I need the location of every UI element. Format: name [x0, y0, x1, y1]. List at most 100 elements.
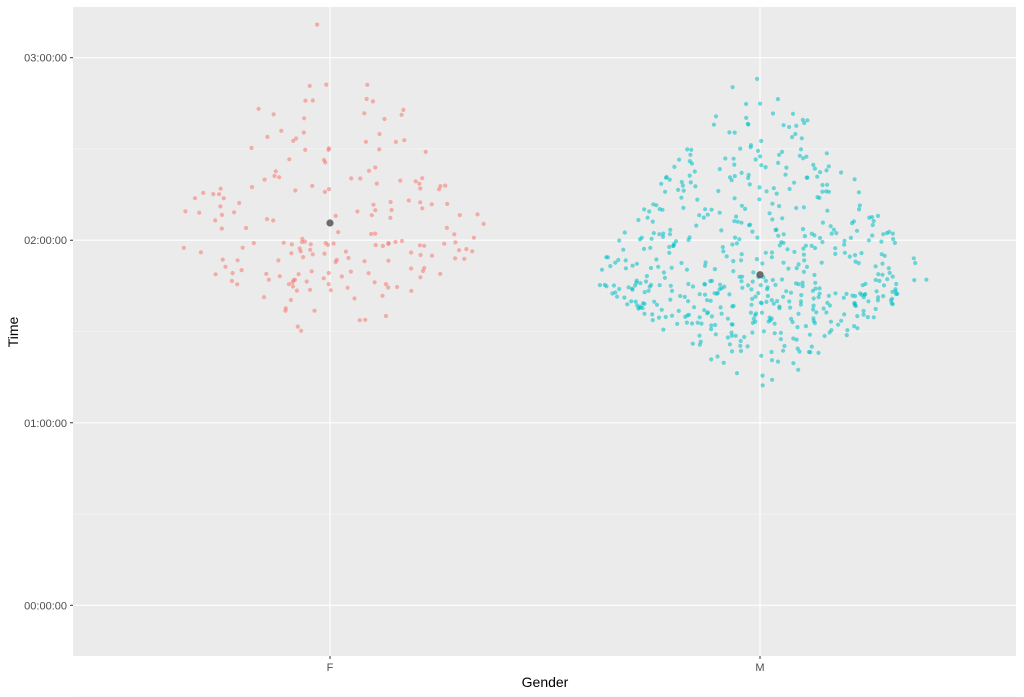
data-point-m — [770, 111, 776, 116]
data-point-m — [684, 320, 690, 325]
data-point-m — [776, 233, 781, 238]
data-point-f — [292, 277, 298, 282]
data-point-f — [445, 201, 450, 206]
data-point-f — [442, 241, 447, 246]
data-point-m — [811, 319, 816, 324]
data-point-m — [654, 302, 660, 307]
data-point-m — [764, 189, 769, 194]
data-point-m — [786, 266, 791, 271]
data-point-m — [812, 166, 818, 171]
data-point-m — [712, 291, 717, 296]
data-point-m — [813, 280, 818, 285]
y-axis-title: Time — [5, 316, 21, 347]
data-point-m — [680, 183, 686, 188]
data-point-f — [406, 198, 411, 203]
data-point-m — [777, 243, 782, 248]
data-point-f — [383, 313, 389, 319]
data-point-f — [333, 259, 338, 265]
data-point-m — [648, 265, 654, 271]
data-point-m — [681, 205, 686, 210]
data-point-m — [855, 326, 860, 331]
data-point-m — [729, 333, 735, 338]
data-point-m — [732, 235, 738, 240]
data-point-f — [343, 249, 348, 254]
data-point-f — [471, 235, 476, 240]
data-point-f — [264, 271, 269, 276]
data-point-f — [380, 243, 385, 249]
data-point-m — [819, 260, 824, 265]
data-point-f — [363, 139, 368, 144]
data-point-f — [346, 255, 351, 261]
data-point-f — [395, 284, 400, 290]
data-point-m — [780, 216, 785, 221]
data-point-m — [647, 209, 652, 214]
data-point-f — [237, 200, 242, 206]
data-point-m — [690, 284, 696, 289]
data-point-m — [874, 289, 879, 294]
data-point-f — [409, 266, 414, 271]
data-point-m — [760, 261, 765, 266]
data-point-m — [845, 328, 850, 333]
data-point-m — [657, 283, 662, 288]
data-point-m — [825, 300, 830, 305]
data-point-m — [688, 180, 693, 185]
data-point-m — [841, 295, 846, 300]
data-point-f — [251, 241, 256, 246]
data-point-f — [229, 278, 234, 284]
data-point-m — [746, 283, 751, 288]
data-point-m — [731, 259, 736, 264]
data-point-f — [364, 96, 369, 102]
data-point-m — [794, 337, 799, 342]
data-point-m — [738, 343, 743, 348]
data-point-m — [772, 331, 777, 336]
data-point-m — [861, 312, 866, 317]
data-point-m — [650, 219, 655, 224]
data-point-m — [767, 211, 772, 216]
data-point-f — [436, 187, 442, 192]
data-point-m — [822, 333, 827, 339]
data-point-m — [758, 154, 763, 159]
data-point-m — [755, 76, 760, 81]
data-point-m — [657, 232, 662, 237]
data-point-m — [801, 156, 806, 161]
data-point-m — [757, 185, 762, 190]
data-point-m — [787, 124, 792, 130]
data-point-m — [742, 334, 747, 340]
data-point-m — [769, 349, 774, 355]
data-point-m — [685, 313, 690, 318]
data-point-f — [279, 128, 284, 133]
data-point-m — [675, 321, 680, 326]
data-point-f — [289, 251, 294, 256]
data-point-m — [662, 275, 668, 280]
data-point-f — [301, 255, 306, 260]
data-point-m — [730, 85, 735, 90]
data-point-f — [296, 272, 301, 277]
data-point-m — [854, 228, 860, 233]
data-point-m — [677, 157, 682, 162]
data-point-m — [800, 117, 805, 122]
data-point-m — [892, 240, 898, 245]
data-point-m — [755, 235, 760, 240]
data-point-m — [828, 319, 834, 324]
data-point-m — [811, 307, 816, 312]
data-point-m — [685, 147, 690, 152]
data-point-m — [842, 238, 847, 243]
data-point-m — [717, 287, 722, 292]
data-point-f — [326, 187, 332, 192]
data-point-m — [856, 190, 862, 195]
data-point-m — [648, 245, 653, 250]
data-point-m — [641, 246, 647, 251]
data-point-m — [637, 305, 642, 310]
data-point-m — [732, 196, 737, 201]
data-point-f — [219, 212, 225, 217]
data-point-m — [791, 361, 796, 366]
data-point-m — [866, 238, 872, 243]
data-point-m — [735, 219, 740, 224]
data-point-m — [799, 293, 804, 298]
data-point-m — [705, 212, 710, 217]
data-point-m — [765, 285, 770, 290]
data-point-f — [308, 242, 313, 247]
data-point-f — [457, 248, 462, 253]
data-point-m — [875, 298, 881, 303]
data-point-m — [703, 207, 708, 212]
